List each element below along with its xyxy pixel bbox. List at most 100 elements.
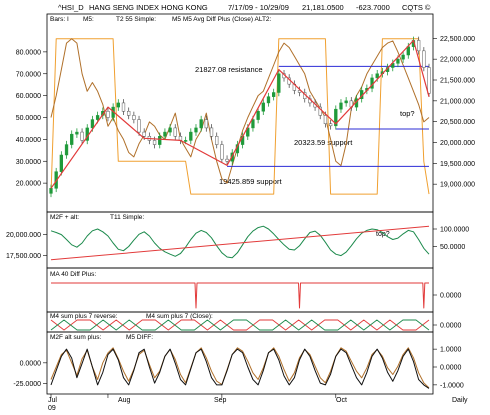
price-bar-body <box>251 119 255 129</box>
price-bar-body <box>344 100 348 104</box>
price-bar-body <box>422 50 426 68</box>
zigzag-line <box>50 39 430 189</box>
diff-left-tick-label: 0.0000 <box>20 360 42 367</box>
price-left-tick-label: 40.0000 <box>16 137 41 144</box>
price-left-tick-label: 80.0000 <box>16 49 41 56</box>
m4sum-legend-reverse: M4 sum plus 7 reverse: <box>50 313 118 320</box>
momentum-left-tick-label: 20,000.000 <box>6 232 41 239</box>
price-legend-m5: M5: <box>83 16 94 23</box>
price-top-annotation: top? <box>400 109 415 118</box>
m4sum-right-tick-label: 0.0000 <box>440 323 462 330</box>
ma40-line <box>51 282 429 309</box>
price-bar-body <box>183 140 188 142</box>
price-legend-t2: T2 55 Simple: <box>116 16 156 23</box>
m4sum-legend-close: M4 sum plus 7 (Close): <box>146 313 213 320</box>
support-label-upper: 20323.59 support <box>294 138 353 147</box>
price-bar-body <box>427 67 431 94</box>
diff-right-tick-label: 1.0000 <box>440 347 462 354</box>
price-bar-body <box>137 119 141 133</box>
diff-left-tick-label: -25.0000 <box>13 381 41 388</box>
price-bar-body <box>70 133 74 145</box>
price-bar-body <box>272 92 276 97</box>
orange-oscillator-line <box>50 38 430 195</box>
diff-black-line <box>50 348 430 389</box>
price-bar-body <box>396 58 400 64</box>
ma40-legend: MA 40 Diff Plus: <box>50 271 96 278</box>
diff-brown-line <box>50 347 430 389</box>
x-label-year: 09 <box>48 405 56 412</box>
price-bar-body <box>225 158 229 162</box>
price-right-tick-label: 19,000.000 <box>440 182 475 189</box>
price-bar-body <box>173 127 177 137</box>
m4sum-red-line <box>50 319 430 331</box>
price-bar-body <box>158 136 162 145</box>
price-bar-body <box>116 102 120 108</box>
price-bar-body <box>64 144 69 156</box>
price-bar-body <box>401 54 405 60</box>
price-bar-body <box>199 119 203 129</box>
price-bar-body <box>189 131 193 141</box>
momentum-left-tick-label: 17,500.000 <box>6 253 41 260</box>
momentum-right-tick-label: 50.0000 <box>440 244 465 251</box>
price-bar-body <box>75 131 79 135</box>
header-change: -623.7000 <box>356 3 390 12</box>
price-left-tick-label: 50.0000 <box>16 115 41 122</box>
header-symbol: ^HSI_D <box>58 3 84 12</box>
price-bar-body <box>194 127 198 133</box>
x-label-oct: Oct <box>336 397 347 404</box>
price-bar-body <box>95 115 100 120</box>
momentum-right-tick-label: 100.0000 <box>440 227 469 234</box>
price-bar-body <box>142 131 146 137</box>
price-legend-m5avg: M5 M5 Avg Diff Plus (Close) ALT2: <box>172 16 272 23</box>
price-left-tick-label: 60.0000 <box>16 93 41 100</box>
price-bar-body <box>127 111 131 116</box>
price-bar-body <box>318 106 322 116</box>
price-bar-body <box>256 111 260 120</box>
price-right-tick-label: 20,500.000 <box>440 119 475 126</box>
brown-oscillator-line <box>50 38 430 184</box>
price-left-tick-label: 70.0000 <box>16 71 41 78</box>
x-label-sep: Sep <box>214 397 227 404</box>
x-label-jul: Jul <box>48 397 57 404</box>
price-left-tick-label: 30.0000 <box>16 159 41 166</box>
price-bar-body <box>152 140 157 145</box>
price-right-tick-label: 19,500.000 <box>440 161 475 168</box>
x-label-period: Daily <box>452 397 468 404</box>
support-label-lower: 19425.859 support <box>219 177 282 186</box>
price-bar-body <box>323 115 328 124</box>
header-date-range: 7/17/09 - 10/29/09 <box>228 3 289 12</box>
diff-legend-m5: M5 DIFF: <box>126 334 153 341</box>
price-bar-body <box>220 144 224 160</box>
price-bar-body <box>334 108 338 127</box>
price-bar-body <box>277 73 281 93</box>
momentum-legend-t11: T11 Simple: <box>110 214 144 221</box>
momentum-top-annotation: top? <box>376 231 390 238</box>
price-right-tick-label: 21,000.000 <box>440 98 475 105</box>
price-bar-body <box>261 102 265 112</box>
price-bar-body <box>168 127 172 133</box>
m4sum-green-line <box>50 319 430 331</box>
price-bar-body <box>49 188 53 194</box>
price-right-tick-label: 22,500.000 <box>440 36 475 43</box>
diff-legend-m2f: M2F alt sum plus: <box>50 334 101 341</box>
price-bar-body <box>328 123 333 127</box>
price-bar-body <box>215 136 219 145</box>
ma40-right-tick-label: 0.0000 <box>440 293 462 300</box>
x-label-aug: Aug <box>118 397 131 404</box>
header-source: CQTS © <box>402 3 431 12</box>
header-last: 21,181.0500 <box>302 3 344 12</box>
price-right-tick-label: 22,000.000 <box>440 57 475 64</box>
price-bar-body <box>375 73 379 79</box>
diff-right-tick-label: 0.0000 <box>440 365 462 372</box>
price-right-tick-label: 20,000.000 <box>440 140 475 147</box>
price-bar-body <box>204 119 208 129</box>
momentum-red-line <box>50 225 430 261</box>
price-bar-body <box>80 131 84 141</box>
diff-right-tick-label: -1.0000 <box>440 382 464 389</box>
price-bar-body <box>106 111 110 118</box>
price-bar-body <box>209 127 214 137</box>
price-legend-bars: Bars: I <box>50 16 69 23</box>
price-bar-body <box>132 115 136 120</box>
